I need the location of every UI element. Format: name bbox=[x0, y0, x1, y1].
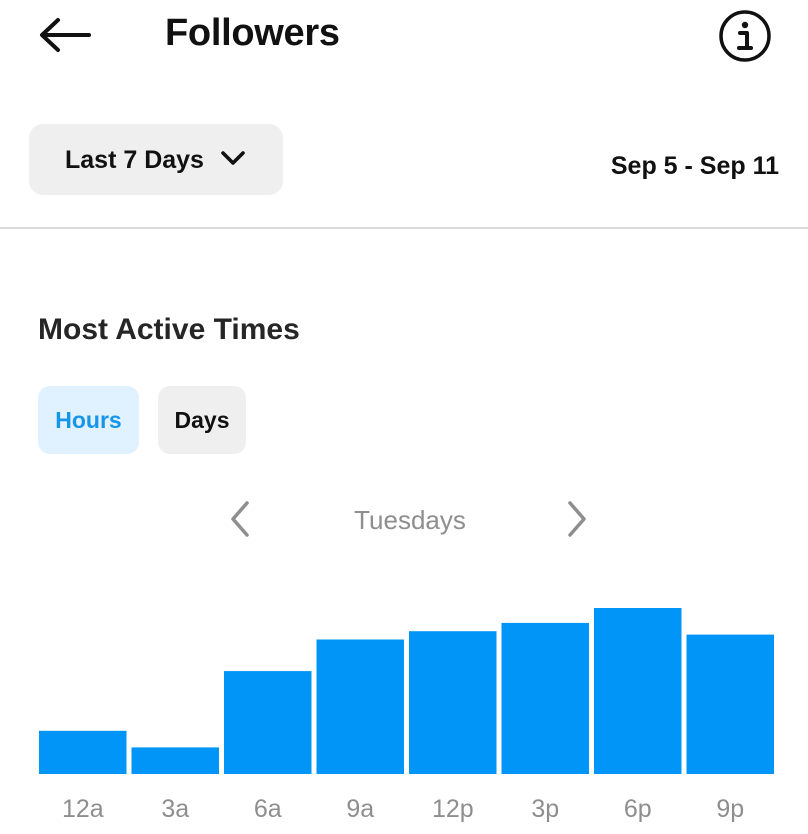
back-arrow-icon bbox=[40, 18, 91, 52]
header-bar: Followers bbox=[0, 0, 808, 72]
x-tick-label: 9p bbox=[716, 795, 744, 823]
bar-9p[interactable] bbox=[686, 634, 775, 774]
bar-chart-svg: 12a 3a 6a 9a 12p 3p 6p 9p bbox=[39, 608, 775, 823]
chevron-left-icon bbox=[231, 501, 249, 537]
x-tick-label: 9a bbox=[346, 795, 374, 823]
date-range-dropdown[interactable]: Last 7 Days bbox=[29, 124, 283, 195]
next-day-button[interactable] bbox=[557, 496, 597, 542]
chevron-down-icon bbox=[221, 151, 245, 165]
x-tick-label: 12p bbox=[432, 795, 474, 823]
tab-days[interactable]: Days bbox=[158, 386, 246, 454]
date-range-text: Sep 5 - Sep 11 bbox=[610, 152, 779, 180]
bar-12p[interactable] bbox=[409, 631, 497, 774]
page-title: Followers bbox=[165, 12, 340, 54]
x-tick-label: 6a bbox=[254, 795, 282, 823]
x-tick-label: 6p bbox=[624, 795, 652, 823]
bar-6a[interactable] bbox=[224, 671, 312, 774]
x-tick-label: 3a bbox=[161, 795, 189, 823]
section-divider bbox=[0, 227, 808, 229]
info-icon bbox=[719, 10, 771, 62]
bar-6p[interactable] bbox=[594, 608, 682, 774]
bar-3p[interactable] bbox=[501, 622, 590, 774]
most-active-times-chart: 12a 3a 6a 9a 12p 3p 6p 9p bbox=[0, 590, 808, 834]
bar-9a[interactable] bbox=[316, 639, 405, 775]
bar-12a[interactable] bbox=[39, 730, 127, 774]
previous-day-button[interactable] bbox=[220, 496, 260, 542]
x-tick-label: 12a bbox=[62, 795, 104, 823]
section-title: Most Active Times bbox=[38, 313, 300, 346]
day-label: Tuesdays bbox=[354, 505, 466, 535]
date-range-dropdown-label: Last 7 Days bbox=[65, 146, 204, 174]
info-button[interactable] bbox=[717, 8, 773, 64]
chevron-right-icon bbox=[568, 501, 586, 537]
bar-3a[interactable] bbox=[131, 747, 220, 774]
back-button[interactable] bbox=[34, 12, 96, 58]
tab-hours[interactable]: Hours bbox=[38, 386, 139, 454]
x-tick-label: 3p bbox=[531, 795, 559, 823]
